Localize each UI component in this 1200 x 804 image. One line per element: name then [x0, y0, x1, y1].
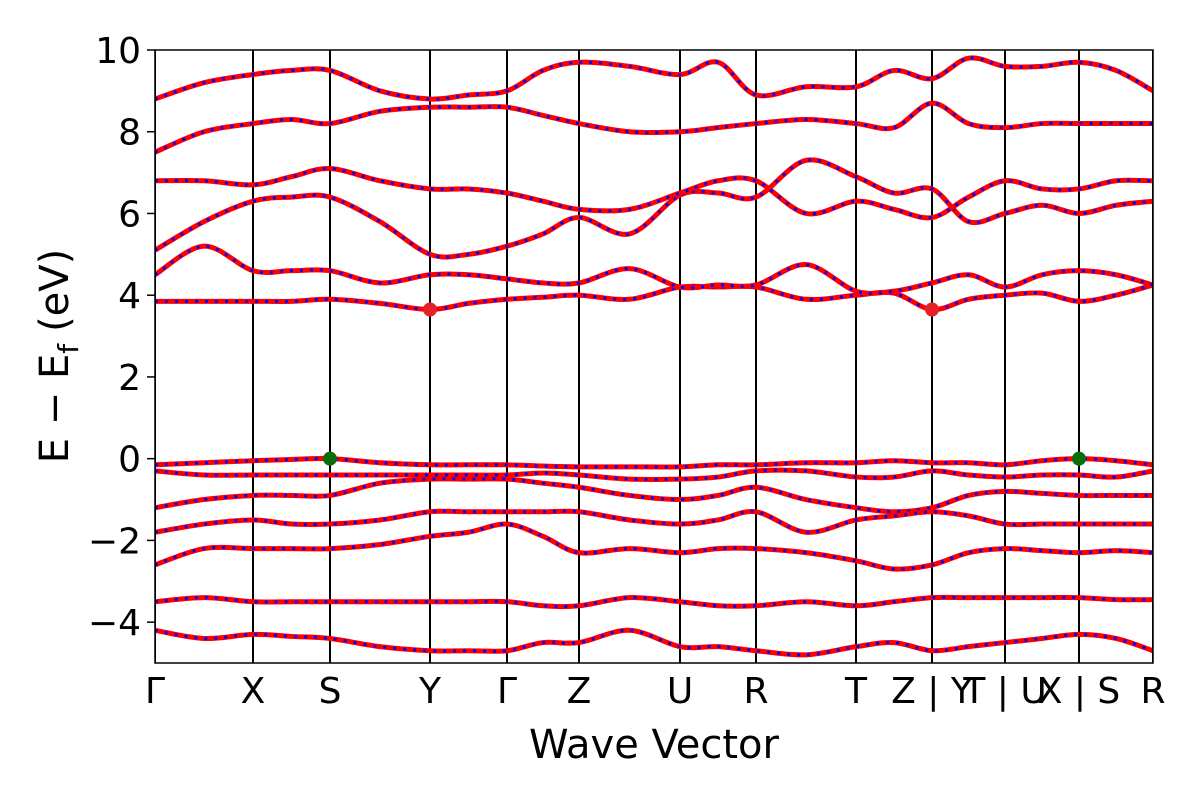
x-tick-label: Z | Y	[891, 671, 974, 712]
band-line	[155, 456, 1153, 470]
x-tick-label: R	[743, 671, 768, 712]
x-tick-label: X | S	[1038, 671, 1121, 712]
y-tick-label: 0	[118, 440, 141, 481]
band-dash	[155, 101, 1153, 154]
x-axis-label: Wave Vector	[529, 722, 780, 768]
band-edge-point	[925, 302, 939, 317]
band-dash	[155, 283, 1153, 312]
plot-frame	[154, 49, 1154, 664]
band-line	[155, 55, 1153, 102]
x-tick-label: T | U	[962, 671, 1046, 712]
x-tick-label: S	[319, 671, 342, 712]
y-tick-label: 6	[118, 194, 141, 235]
band-dash	[155, 628, 1153, 657]
band-line	[155, 627, 1153, 658]
band-dash	[155, 509, 1153, 534]
band-edge-point	[423, 302, 437, 317]
y-tick-label: 4	[118, 276, 141, 317]
band-dash	[155, 477, 1153, 514]
band-dash	[155, 244, 1153, 295]
y-tick-label: −4	[88, 603, 141, 644]
band-line	[155, 100, 1153, 155]
x-tick-label: Y	[418, 671, 442, 712]
band-edge-point	[323, 451, 337, 466]
x-tick-label: T	[844, 671, 868, 712]
x-tick-label: Γ	[497, 671, 517, 712]
band-dash	[155, 167, 1153, 220]
y-tick-label: −2	[88, 521, 141, 562]
x-tick-label: U	[667, 671, 693, 712]
band-dash	[155, 56, 1153, 101]
y-tick-label: 10	[95, 31, 141, 72]
band-line	[155, 243, 1153, 296]
y-label-main: E − E	[32, 354, 78, 464]
y-tick-label: 2	[118, 358, 141, 399]
band-line	[155, 521, 1153, 572]
band-dash	[155, 468, 1153, 481]
y-tick-label: 8	[118, 113, 141, 154]
y-axis-label: E − Ef (eV)	[32, 249, 85, 464]
x-tick-label: Γ	[145, 671, 165, 712]
plot-area	[155, 50, 1153, 663]
band-dash	[155, 457, 1153, 469]
band-edge-point	[1072, 451, 1086, 466]
y-label-unit: (eV)	[32, 249, 78, 332]
x-tick-label: Z	[567, 671, 592, 712]
y-label-sub: f	[52, 343, 85, 354]
x-tick-label: R	[1140, 671, 1165, 712]
band-line	[155, 166, 1153, 221]
x-tick-label: X	[241, 671, 266, 712]
band-dash	[155, 595, 1153, 609]
